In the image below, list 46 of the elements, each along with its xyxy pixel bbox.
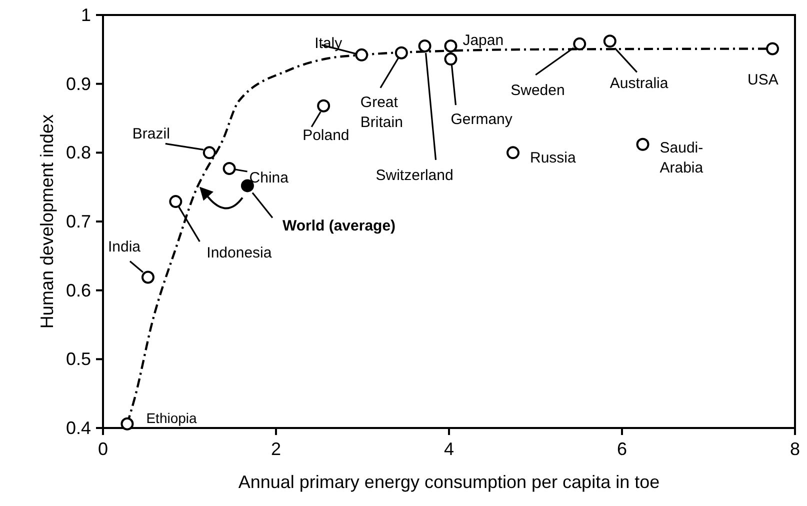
point — [169, 195, 182, 208]
x-axis-title: Annual primary energy consumption per capita in toe — [238, 472, 660, 492]
annotation: China — [249, 170, 290, 186]
annotation: Indonesia — [206, 244, 272, 262]
y-tick-label: 0.5 — [66, 349, 91, 370]
y-tick-label: 0.8 — [66, 142, 91, 163]
annotation: Japan — [462, 32, 504, 49]
point — [766, 42, 780, 56]
y-tick-label: 0.7 — [66, 212, 91, 232]
point — [444, 52, 458, 66]
y-axis-title: Human development index — [37, 114, 57, 329]
point — [141, 270, 154, 284]
point — [418, 39, 432, 52]
x-tick-label: 4 — [444, 439, 454, 459]
point — [636, 138, 650, 151]
x-tick-label: 8 — [790, 439, 800, 459]
annotation: USA — [748, 72, 778, 89]
annotation: Saudi-Arabia — [660, 139, 704, 176]
annotation: Switzerland — [376, 166, 454, 184]
y-tick-label: 0.9 — [66, 74, 91, 94]
annotation: World (average) — [282, 218, 396, 235]
y-tick-label: 1 — [80, 5, 91, 25]
point — [120, 417, 134, 430]
annotation: Russia — [530, 150, 577, 167]
x-tick-label: 2 — [270, 439, 282, 459]
annotation: Ethiopia — [146, 410, 198, 426]
annotation: India — [108, 238, 142, 256]
y-tick-label: 0.6 — [66, 280, 91, 300]
annotation: Brazil — [132, 126, 170, 143]
point — [394, 46, 408, 60]
y-tick-label: 0.4 — [66, 418, 91, 438]
point — [355, 48, 368, 62]
point — [603, 34, 616, 48]
point — [222, 162, 236, 175]
annotation: Australia — [610, 75, 669, 92]
x-tick-label: 6 — [616, 439, 628, 459]
annotation: Germany — [450, 111, 513, 128]
point — [506, 146, 520, 160]
annotation: Sweden — [510, 82, 565, 99]
annotation: Great Britain — [360, 94, 403, 131]
point — [202, 146, 216, 160]
point — [573, 37, 586, 50]
annotation: Poland — [302, 126, 350, 144]
point — [317, 99, 330, 112]
point — [444, 39, 458, 52]
x-tick-label: 0 — [98, 439, 108, 459]
